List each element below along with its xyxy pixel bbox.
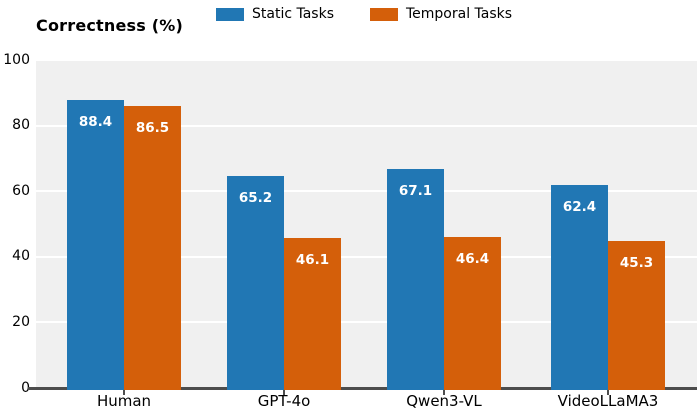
bar-gpt-4o-static: 65.2 — [227, 175, 284, 390]
xcat-label-videollama3: VideoLLaMA3 — [557, 392, 659, 410]
chart-title: Correctness (%) — [36, 16, 184, 35]
xcat-label-gpt-4o: GPT-4o — [257, 392, 311, 410]
ytick-label-40: 40 — [12, 248, 30, 265]
bar-videollama3-temporal: 45.3 — [608, 240, 665, 390]
bar-human-temporal: 86.5 — [124, 105, 181, 390]
legend-item-static-tasks: Static Tasks — [216, 6, 334, 22]
bar-gpt-4o-temporal: 46.1 — [284, 238, 341, 390]
bar-qwen3-vl-temporal: 46.4 — [444, 237, 501, 390]
bar-value-label: 67.1 — [398, 183, 433, 200]
xcat-label-qwen3-vl: Qwen3-VL — [406, 392, 482, 410]
gridline-100 — [36, 59, 697, 61]
xcat-label-human: Human — [96, 392, 152, 410]
xtick-mark-human — [123, 389, 125, 395]
bar-value-label: 46.1 — [295, 252, 330, 269]
legend-swatch-static-tasks — [216, 7, 244, 21]
legend: Static Tasks Temporal Tasks — [216, 6, 512, 22]
bar-value-label: 46.4 — [455, 251, 490, 268]
ytick-label-0: 0 — [21, 379, 30, 396]
bar-value-label: 62.4 — [562, 198, 597, 215]
bar-human-static: 88.4 — [67, 99, 124, 390]
gridline-20 — [36, 321, 697, 324]
ytick-label-60: 60 — [12, 182, 30, 199]
bar-value-label: 65.2 — [238, 189, 273, 206]
gridline-80 — [36, 124, 697, 127]
x-axis-line — [28, 387, 697, 390]
gridline-60 — [36, 190, 697, 193]
plot-area: 88.4 86.5 65.2 46.1 67.1 46.4 62.4 45.3 — [28, 59, 697, 395]
legend-swatch-temporal-tasks — [370, 7, 398, 21]
legend-item-temporal-tasks: Temporal Tasks — [370, 6, 512, 22]
bar-value-label: 45.3 — [619, 254, 654, 271]
bar-videollama3-static: 62.4 — [551, 184, 608, 390]
ytick-label-100: 100 — [3, 51, 30, 68]
legend-label-temporal-tasks: Temporal Tasks — [406, 6, 513, 22]
xtick-mark-qwen3-vl — [443, 389, 445, 395]
gridline-40 — [36, 255, 697, 258]
xtick-mark-videollama3 — [607, 389, 609, 395]
bar-value-label: 86.5 — [135, 119, 170, 136]
legend-label-static-tasks: Static Tasks — [252, 6, 334, 22]
ytick-label-20: 20 — [12, 313, 30, 330]
bar-value-label: 88.4 — [78, 113, 113, 130]
bar-qwen3-vl-static: 67.1 — [387, 169, 444, 390]
xtick-mark-gpt-4o — [283, 389, 285, 395]
ytick-label-80: 80 — [12, 117, 30, 134]
